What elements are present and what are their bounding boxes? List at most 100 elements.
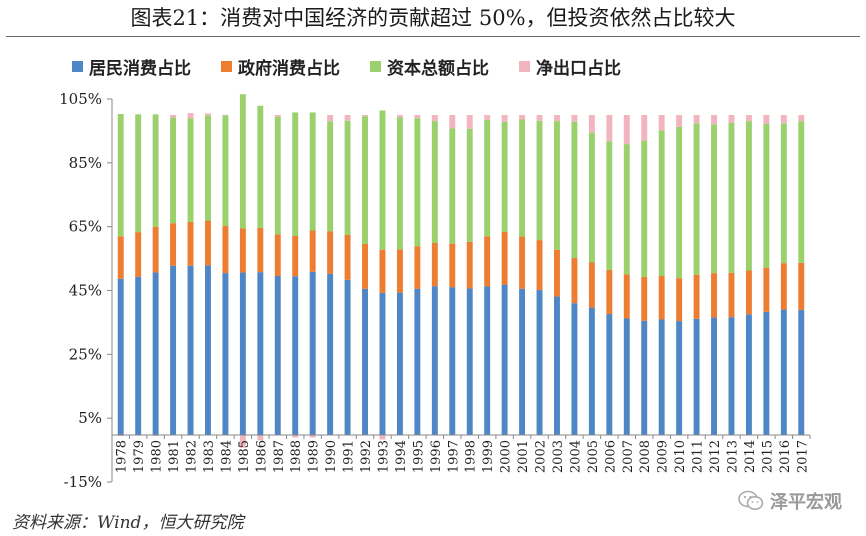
bar-segment-1999-s2	[484, 119, 491, 237]
chart-title: 图表21：消费对中国经济的贡献超过 50%，但投资依然占比较大	[130, 6, 736, 30]
bar-segment-1996-s0	[431, 286, 438, 435]
bar-segment-1985-s1	[239, 228, 246, 273]
bar-segment-1988-s1	[292, 235, 299, 277]
y-tick-label: 65%	[69, 218, 102, 236]
bar-segment-2004-s2	[571, 121, 578, 259]
y-axis: 105% 85% 65% 45% 25% 5% -15%	[59, 90, 113, 491]
bar-segment-1997-s3	[449, 115, 456, 129]
x-tick-label-1992: 1992	[359, 440, 374, 473]
bar-segment-2017-s2	[798, 121, 805, 263]
x-tick-label-1990: 1990	[324, 440, 339, 473]
bar-segment-1995-s2	[414, 118, 421, 247]
bar-segment-2012-s2	[711, 124, 717, 274]
x-tick-label-1982: 1982	[185, 440, 200, 473]
bar-segment-2008-s1	[641, 276, 648, 321]
x-tick-label-2006: 2006	[603, 440, 618, 473]
bar-segment-2006-s1	[606, 269, 613, 315]
bar-segment-2004-s1	[571, 258, 578, 304]
x-tick-label-2012: 2012	[708, 440, 723, 473]
x-tick-label-2015: 2015	[760, 440, 775, 473]
x-tick-label-1997: 1997	[446, 440, 461, 473]
bar-segment-2012-s3	[711, 115, 717, 125]
bar-segment-1979-s2	[135, 114, 142, 233]
bar-segment-1989-s2	[309, 112, 316, 231]
bar-segment-1984-s1	[222, 226, 229, 274]
bar-segment-2011-s0	[693, 318, 700, 435]
bar-segment-1990-s2	[327, 121, 334, 232]
x-tick-label-1981: 1981	[167, 440, 182, 473]
bar-segment-1990-s0	[327, 273, 334, 435]
bar-segment-1989-s3	[309, 435, 316, 438]
bar-segment-2003-s2	[554, 121, 560, 250]
bar-segment-1992-s1	[362, 243, 368, 289]
x-tick-label-2009: 2009	[656, 440, 671, 473]
bar-segment-2002-s3	[536, 115, 543, 121]
bar-segment-1994-s1	[396, 249, 403, 293]
bar-segment-1991-s0	[344, 279, 351, 435]
legend-label-household: 居民消费占比	[89, 58, 191, 79]
bar-segment-2016-s0	[780, 309, 787, 435]
x-tick-label-2002: 2002	[534, 440, 549, 473]
bar-segment-2007-s2	[623, 144, 630, 275]
bar-segment-1996-s3	[431, 115, 438, 122]
bar-segment-2013-s1	[728, 272, 735, 318]
bar-segment-1991-s3	[344, 115, 351, 121]
x-tick-label-1978: 1978	[115, 440, 130, 473]
bar-segment-1983-s3	[205, 113, 211, 116]
bar-segment-1985-s0	[239, 272, 246, 435]
bar-segment-1997-s2	[449, 128, 456, 244]
bar-segment-2003-s0	[554, 296, 560, 435]
bar-segment-1987-s0	[274, 275, 281, 435]
bar-segment-2006-s2	[606, 141, 613, 270]
bar-segment-2000-s0	[501, 284, 508, 435]
bar-segment-2011-s3	[693, 115, 700, 124]
bar-segment-1982-s3	[187, 113, 194, 119]
x-tick-label-1991: 1991	[342, 440, 357, 473]
legend-swatch-capital	[370, 60, 381, 72]
x-tick-label-1980: 1980	[150, 440, 165, 473]
bar-segment-1992-s0	[362, 288, 368, 435]
bar-segment-1980-s1	[152, 226, 159, 273]
bar-segment-1990-s3	[327, 115, 334, 122]
bar-segment-2014-s1	[745, 270, 752, 315]
bar-segment-1989-s0	[309, 271, 316, 435]
bar-segment-2012-s1	[711, 273, 717, 318]
bar-segment-2013-s2	[728, 122, 735, 273]
bar-segment-2000-s3	[501, 115, 508, 122]
bar-segment-1986-s1	[257, 227, 264, 273]
bar-segment-1993-s0	[379, 292, 386, 435]
bar-segment-2008-s3	[641, 115, 648, 141]
bar-segment-2015-s2	[763, 123, 770, 268]
x-tick-label-1983: 1983	[202, 440, 217, 473]
bar-segment-1986-s3	[257, 435, 264, 441]
bar-segment-1998-s3	[466, 115, 473, 129]
bar-segment-1978-s2	[117, 114, 124, 237]
legend-swatch-household	[72, 60, 83, 72]
bar-segment-1987-s1	[274, 234, 281, 276]
x-tick-label-1988: 1988	[289, 440, 304, 473]
bar-segment-1981-s2	[170, 117, 177, 224]
bar-segment-2011-s1	[693, 274, 700, 319]
bar-segment-1999-s1	[484, 236, 491, 287]
bar-segment-1998-s1	[466, 241, 473, 289]
bar-segment-1980-s0	[152, 272, 159, 435]
bar-segment-1979-s0	[135, 276, 142, 435]
bar-segment-1981-s0	[170, 265, 177, 435]
bar-segment-2010-s1	[676, 278, 683, 322]
x-tick-label-1986: 1986	[254, 440, 269, 473]
bar-segment-2004-s0	[571, 303, 578, 435]
bar-segment-1998-s2	[466, 128, 473, 242]
bar-segment-2001-s2	[519, 119, 526, 237]
legend-swatch-net-exports	[519, 60, 530, 72]
bar-segment-1979-s1	[135, 232, 142, 277]
bar-segment-2002-s1	[536, 240, 543, 291]
bar-segment-1982-s2	[187, 118, 194, 222]
bar-segment-2016-s1	[780, 263, 787, 310]
legend-item-capital: 资本总额占比	[370, 54, 489, 79]
bar-segment-2014-s3	[745, 115, 752, 122]
bar-segment-2017-s3	[798, 115, 805, 122]
bar-segment-1991-s2	[344, 120, 351, 235]
bar-segment-2015-s1	[763, 267, 770, 312]
bar-segment-2010-s2	[676, 126, 683, 279]
